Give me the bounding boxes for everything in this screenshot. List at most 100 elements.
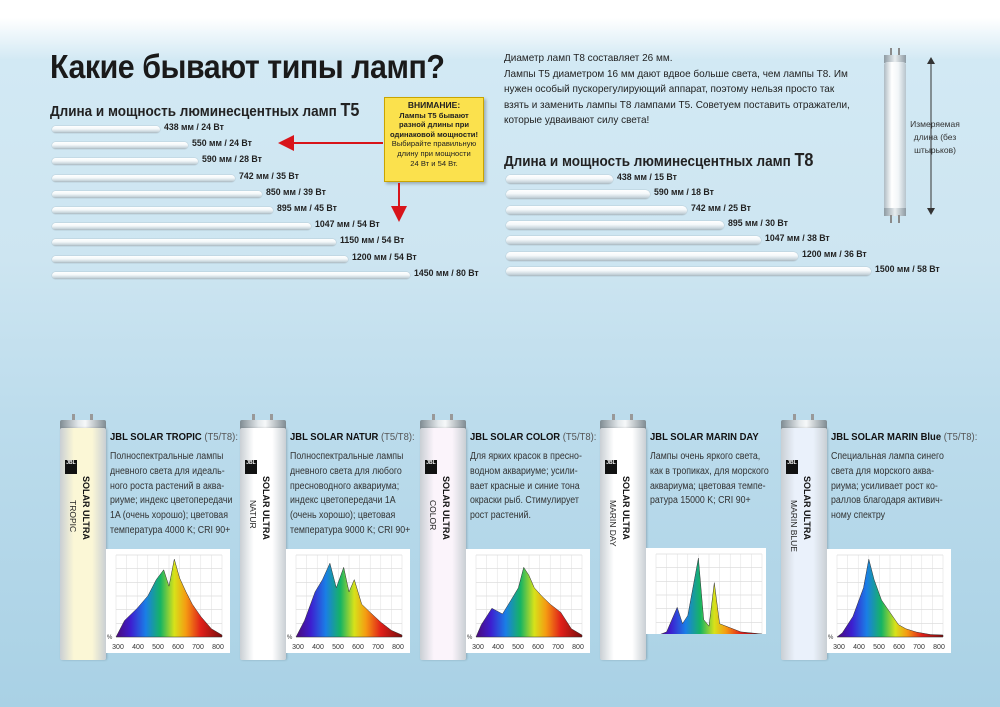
jbl-logo-icon: JBL xyxy=(65,460,77,474)
axis-tick-label: 500 xyxy=(152,644,164,651)
spectrum-panel: %300350400450500550600650700750800 xyxy=(646,548,766,634)
lamp-t8-label: 1047 мм / 38 Вт xyxy=(765,233,830,244)
lamp-t8-tube xyxy=(506,221,724,230)
lamp-t8-label: 590 мм / 18 Вт xyxy=(654,187,714,198)
jbl-logo-icon: JBL xyxy=(425,460,437,474)
description-line: Лампы очень яркого света, xyxy=(650,451,761,462)
measure-arrow xyxy=(927,57,935,215)
spectrum-curve xyxy=(836,559,944,638)
warning-line: длину при мощности xyxy=(397,148,471,158)
t8-heading: Длина и мощность люминесцентных ламп T8 xyxy=(504,150,813,171)
tube-model: MARIN DAY xyxy=(608,500,618,547)
lamp-t5-label: 438 мм / 24 Вт xyxy=(164,122,224,133)
tube-model: TROPIC xyxy=(68,500,78,533)
spectrum-panel: % 300 400 500 600 700 800 xyxy=(466,549,590,653)
warning-title: ВНИМАНИЕ: xyxy=(407,100,461,110)
description-line: как в тропиках, для морского xyxy=(650,465,769,477)
warning-line: одинаковой мощности! xyxy=(390,129,478,139)
product-title: JBL SOLAR COLOR xyxy=(470,431,561,443)
lamp-t8-tube xyxy=(506,190,650,199)
spectrum-curve xyxy=(295,562,403,638)
tube-pin xyxy=(630,414,633,422)
product-title: JBL SOLAR TROPIC xyxy=(110,431,202,443)
lamp-t5-tube xyxy=(52,207,273,214)
t5-heading: Длина и мощность люминесцентных ламп T5 xyxy=(50,100,359,121)
axis-unit: % xyxy=(107,635,113,641)
description-line: раллов благодаря активич- xyxy=(831,495,943,507)
description-line: аквариума; цветовая темпе- xyxy=(650,480,766,492)
tube-pin xyxy=(90,414,93,422)
description-line: температура 9000 K; CRI 90+ xyxy=(290,524,411,536)
axis-tick-label: 800 xyxy=(212,644,224,651)
axis-unit: % xyxy=(467,635,473,641)
pin xyxy=(890,48,892,56)
lamp-t5-label: 1450 мм / 80 Вт xyxy=(414,268,479,279)
t8-heading-type: T8 xyxy=(794,150,814,170)
tube-brand: SOLAR ULTRA xyxy=(802,476,812,540)
product-type: (T5/T8): xyxy=(941,431,978,443)
tube-pin xyxy=(432,414,435,422)
lamp-t5-tube xyxy=(52,158,198,165)
axis-tick-label: 400 xyxy=(492,644,504,651)
description-line: ному спектру xyxy=(831,510,886,522)
lamp-t5-label: 1047 мм / 54 Вт xyxy=(315,219,380,230)
spectrum-chart: %300350400450500550600650700750800 xyxy=(655,553,763,634)
description-line: ного роста растений в аква- xyxy=(110,480,225,492)
spectrum-curve xyxy=(475,566,583,638)
description-line: риуме; индекс цветопередачи xyxy=(110,495,233,507)
intro-line: нужен особый пускорегулирующий аппарат, … xyxy=(504,83,835,95)
tube-model: COLOR xyxy=(428,500,438,531)
axis-tick-label: 300 xyxy=(112,644,124,651)
axis-tick-label: 600 xyxy=(893,644,905,651)
description-line: ратура 15000 K; CRI 90+ xyxy=(650,495,751,507)
axis-tick-label: 600 xyxy=(172,644,184,651)
axis-tick-label: 300 xyxy=(472,644,484,651)
tube-pin xyxy=(612,414,615,422)
lamp-t5-tube xyxy=(52,126,160,133)
tube-model: NATUR xyxy=(248,500,258,529)
description-line: температура 4000 K; CRI 90+ xyxy=(110,524,231,536)
axis-tick-label: 800 xyxy=(572,644,584,651)
t5-heading-text: Длина и мощность люминесцентных ламп xyxy=(50,103,337,120)
tube-pin xyxy=(72,414,75,422)
lamp-t5-label: 742 мм / 35 Вт xyxy=(239,171,299,182)
spectrum-panel: % 300 400 500 600 700 800 xyxy=(286,549,410,653)
description-line: дневного света для идеаль- xyxy=(110,465,225,477)
lamp-t8-label: 742 мм / 25 Вт xyxy=(691,203,751,214)
axis-tick-label: 800 xyxy=(392,644,404,651)
t5-heading-type: T5 xyxy=(340,100,360,120)
measure-line: длина (без xyxy=(913,132,957,142)
intro-line: Лампы T5 диаметром 16 мм дают вдвое боль… xyxy=(504,67,848,80)
page-title: Какие бывают типы ламп? xyxy=(50,48,445,85)
warning-line: Лампы T5 бывают xyxy=(399,110,469,120)
jbl-logo-icon: JBL xyxy=(786,460,798,474)
axis-tick-label: 400 xyxy=(853,644,865,651)
axis-tick-label: 500 xyxy=(873,644,885,651)
spectrum-curve xyxy=(660,558,763,634)
description-line: пресноводного аквариума; xyxy=(290,480,400,492)
lamp-t8-tube xyxy=(506,267,871,276)
spectrum-panel: % 300 400 500 600 700 800 xyxy=(106,549,230,653)
intro-text: Диаметр ламп T8 составляет 26 мм. Лампы … xyxy=(504,51,850,129)
lamp-t8-label: 895 мм / 30 Вт xyxy=(728,218,788,229)
lamp-t5-tube xyxy=(52,272,410,279)
product-title: JBL SOLAR NATUR xyxy=(290,431,379,443)
product-title: JBL SOLAR MARIN DAY xyxy=(650,431,759,443)
axis-tick-label: 400 xyxy=(312,644,324,651)
axis-tick-label: 300 xyxy=(833,644,845,651)
spectrum-panel: % 300 400 500 600 700 800 xyxy=(827,549,951,653)
spectrum-chart: % 300 400 500 600 700 800 xyxy=(828,554,945,651)
description-line: Полноспектральные лампы xyxy=(290,451,404,462)
axis-tick-label: 600 xyxy=(532,644,544,651)
axis-tick-label: 700 xyxy=(913,644,925,651)
axis-tick-label: 300 xyxy=(292,644,304,651)
lamp-t5-tube xyxy=(52,142,188,149)
description-line: вает красные и синие тона xyxy=(470,480,580,492)
lamp-t5-tube xyxy=(52,191,262,198)
lamp-t8-label: 438 мм / 15 Вт xyxy=(617,172,677,183)
description-line: 1A (очень хорошо); цветовая xyxy=(110,510,228,522)
axis-tick-label: 700 xyxy=(372,644,384,651)
lamp-t5-label: 550 мм / 24 Вт xyxy=(192,138,252,149)
product-type: (T5/T8): xyxy=(560,431,597,443)
lamp-t8-tube xyxy=(506,206,687,215)
